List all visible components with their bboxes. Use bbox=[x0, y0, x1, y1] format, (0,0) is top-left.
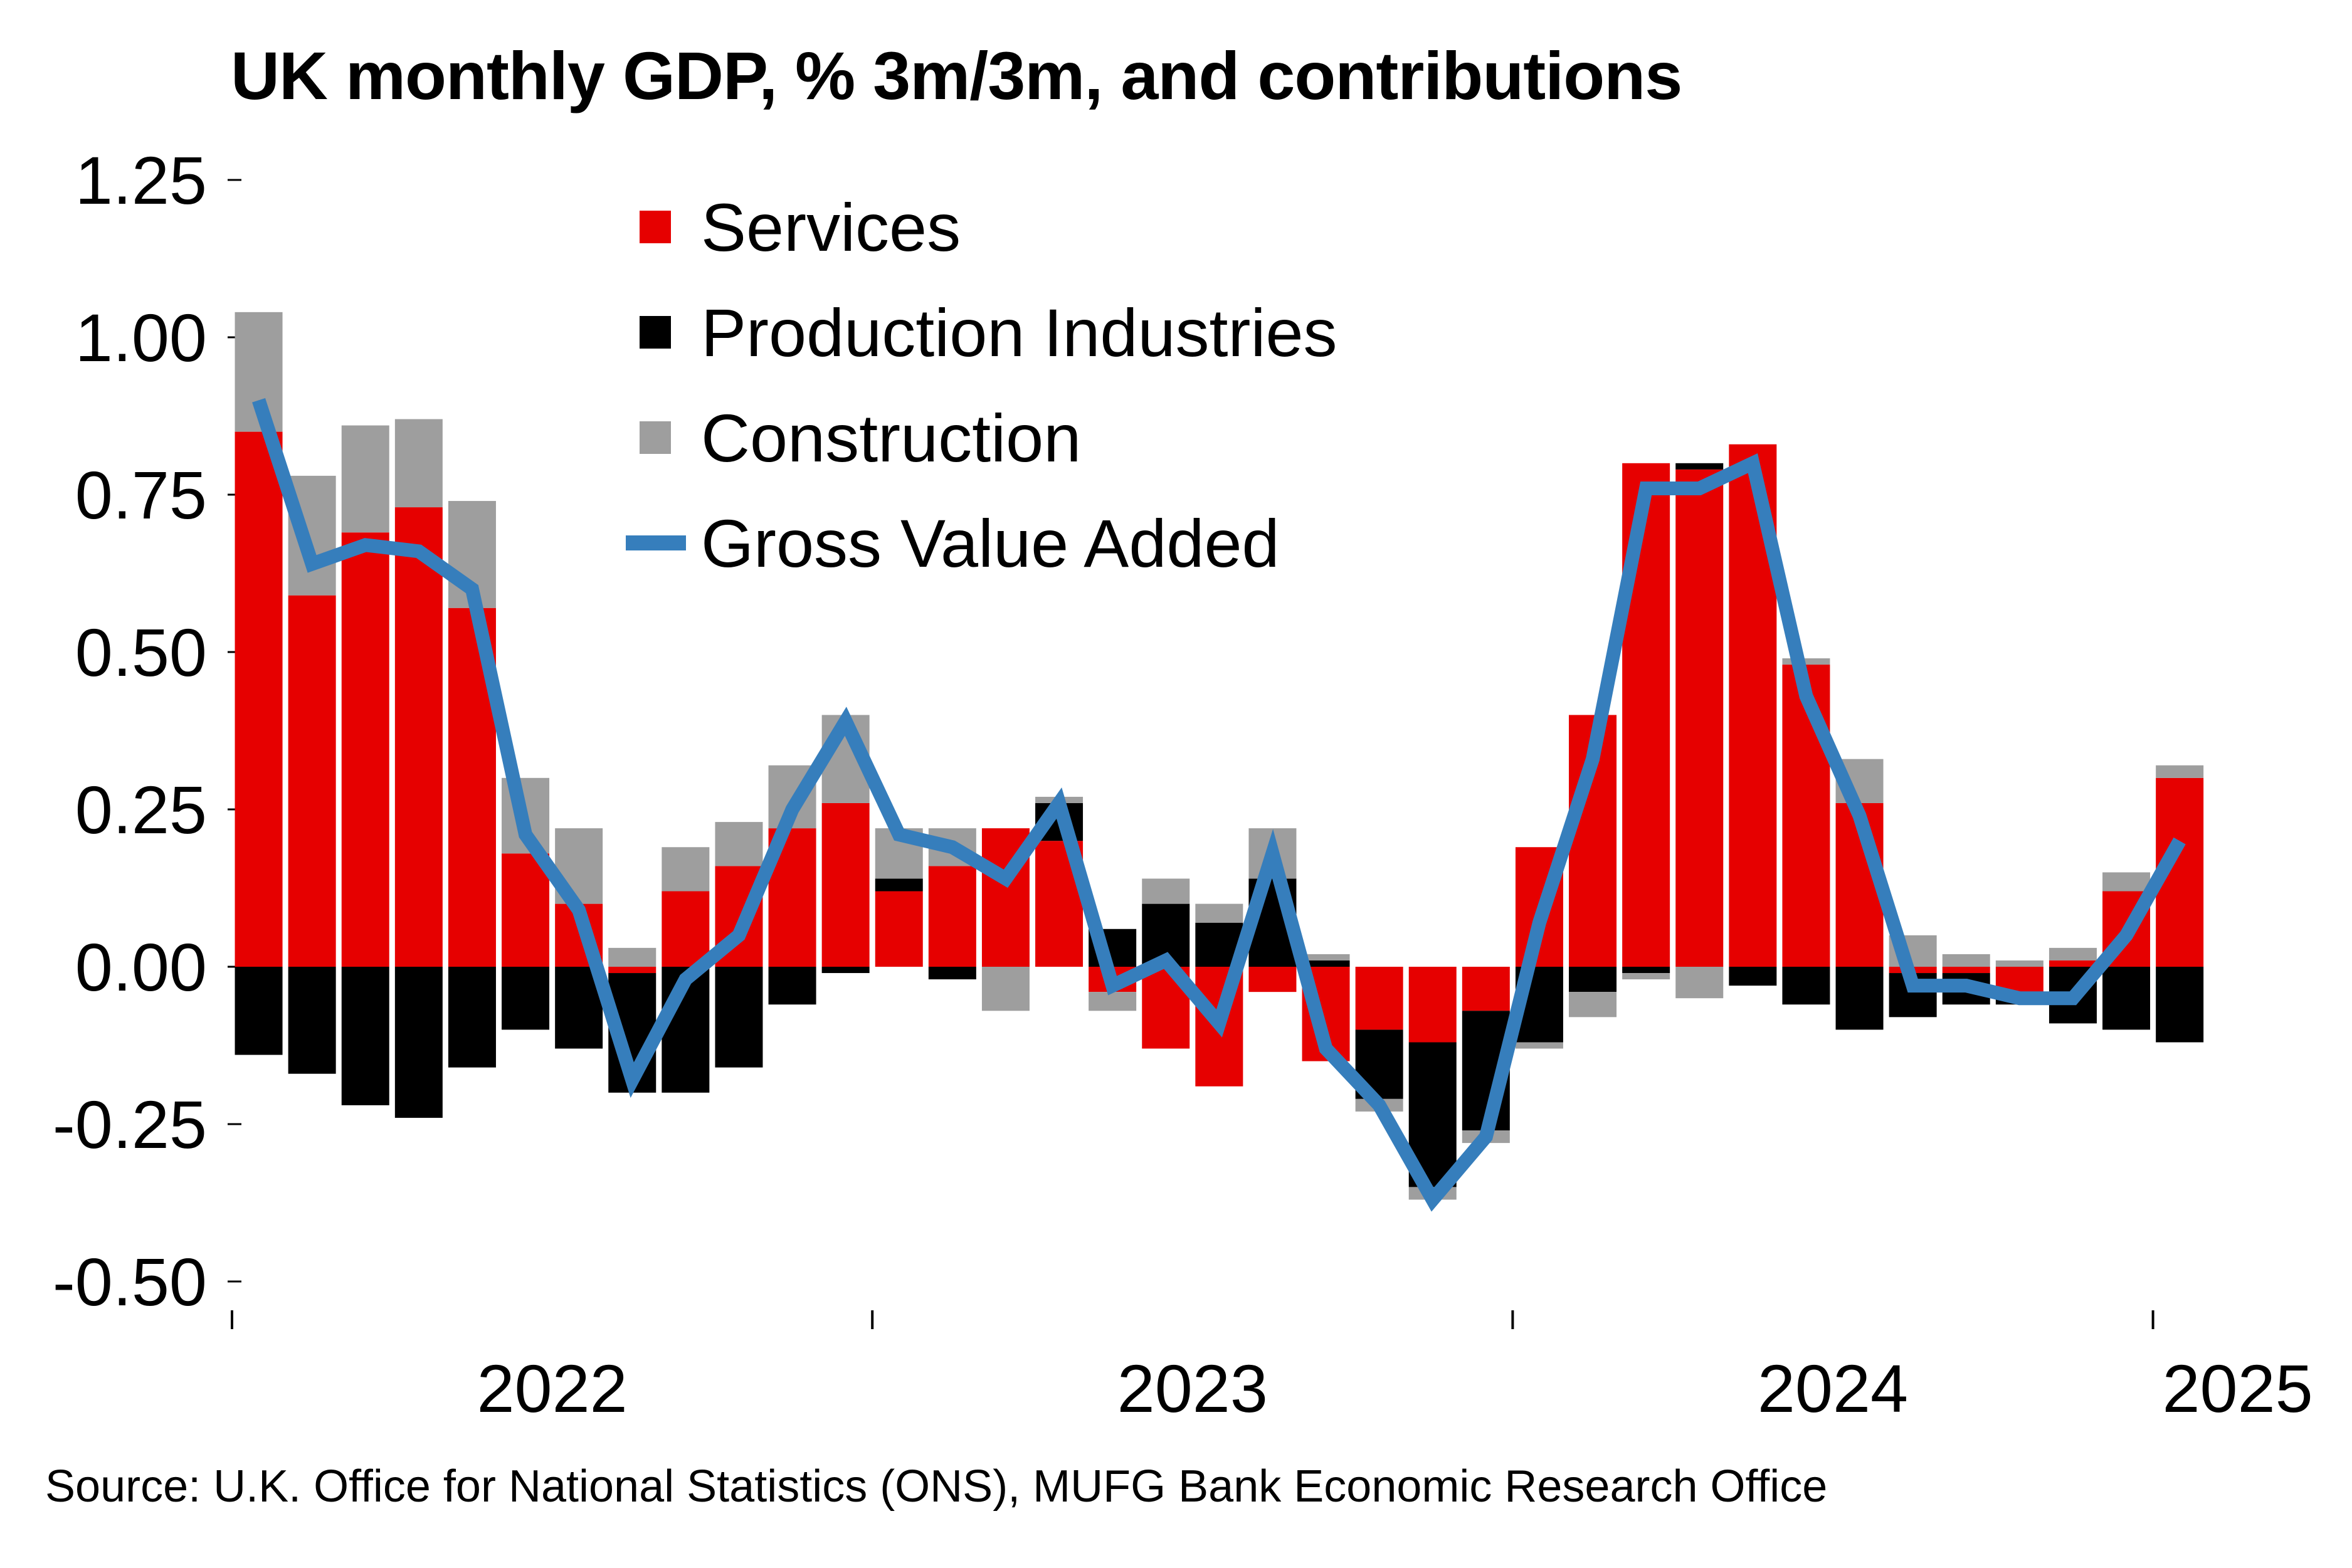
bars-group bbox=[235, 312, 2204, 1200]
y-tick-label: 1.25 bbox=[75, 142, 207, 218]
bar-services bbox=[2049, 960, 2097, 967]
bar-services bbox=[502, 853, 550, 967]
bar-production bbox=[1622, 967, 1670, 974]
bar-construction bbox=[608, 947, 657, 967]
gva-line-group bbox=[252, 397, 2186, 1212]
y-tick-label: 0.50 bbox=[75, 614, 207, 690]
legend: Services Production Industries Constructio… bbox=[626, 189, 1337, 581]
bar-services bbox=[662, 891, 710, 967]
bar-production bbox=[235, 967, 283, 1055]
bar-services bbox=[1248, 967, 1297, 992]
bar-construction bbox=[1622, 973, 1670, 980]
bar-construction bbox=[1942, 954, 1990, 967]
legend-swatch-services bbox=[640, 211, 671, 243]
bar-production bbox=[768, 967, 816, 1005]
legend-label: Construction bbox=[701, 400, 1081, 476]
bar-construction bbox=[1675, 967, 1724, 999]
y-axis: 1.25 1.00 0.75 0.50 0.25 0.00 -0.25 -0.50 bbox=[53, 142, 241, 1320]
x-axis: 2022 2023 2024 2025 bbox=[231, 1310, 2313, 1426]
bar-production bbox=[821, 967, 870, 974]
bar-construction bbox=[1995, 960, 2043, 967]
bar-production bbox=[394, 967, 443, 1118]
legend-label: Services bbox=[701, 189, 961, 265]
bar-construction bbox=[394, 419, 443, 508]
legend-label: Production Industries bbox=[701, 295, 1337, 371]
bar-services bbox=[235, 431, 283, 967]
bar-construction bbox=[2156, 765, 2204, 778]
bar-production bbox=[1729, 967, 1777, 986]
bar-construction bbox=[1515, 1042, 1563, 1049]
y-tick-label: 0.75 bbox=[75, 457, 207, 533]
bar-services bbox=[1462, 967, 1510, 1011]
bar-construction bbox=[1569, 992, 1617, 1018]
y-tick-label: -0.50 bbox=[53, 1244, 207, 1320]
bar-production bbox=[1835, 967, 1884, 1030]
legend-label: Gross Value Added bbox=[701, 505, 1280, 581]
bar-services bbox=[875, 891, 923, 967]
source-note: Source: U.K. Office for National Statist… bbox=[45, 1461, 1828, 1512]
bar-production bbox=[715, 967, 763, 1068]
bar-production bbox=[1675, 463, 1724, 470]
x-tick-label: 2022 bbox=[477, 1350, 627, 1426]
bar-construction bbox=[341, 425, 389, 533]
bar-construction bbox=[1302, 954, 1350, 960]
y-tick-label: 0.25 bbox=[75, 772, 207, 848]
bar-services bbox=[1942, 967, 1990, 974]
bar-production bbox=[341, 967, 389, 1105]
bar-production bbox=[928, 967, 976, 980]
bar-production bbox=[875, 878, 923, 892]
bar-construction bbox=[2049, 947, 2097, 960]
bar-construction bbox=[662, 847, 710, 892]
bar-production bbox=[1302, 960, 1350, 967]
bar-construction bbox=[1195, 903, 1243, 923]
legend-swatch-production bbox=[640, 316, 671, 349]
bar-services bbox=[1408, 967, 1457, 1043]
bar-production bbox=[502, 967, 550, 1030]
y-tick-label: 1.00 bbox=[75, 300, 207, 376]
bar-services bbox=[288, 595, 336, 967]
legend-swatch-gva bbox=[626, 535, 686, 550]
bar-production bbox=[1782, 967, 1830, 1005]
x-tick-label: 2023 bbox=[1117, 1350, 1268, 1426]
x-tick-label: 2025 bbox=[2162, 1350, 2312, 1426]
bar-services bbox=[394, 507, 443, 967]
y-tick-label: -0.25 bbox=[53, 1087, 207, 1162]
bar-services bbox=[608, 967, 657, 974]
bar-construction bbox=[1782, 658, 1830, 665]
bar-production bbox=[288, 967, 336, 1074]
bar-construction bbox=[981, 967, 1030, 1011]
legend-swatch-construction bbox=[640, 421, 671, 454]
bar-construction bbox=[715, 822, 763, 866]
bar-production bbox=[1569, 967, 1617, 992]
bar-services bbox=[341, 532, 389, 967]
bar-production bbox=[2102, 967, 2151, 1030]
bar-services bbox=[1355, 967, 1403, 1030]
bar-production bbox=[2156, 967, 2204, 1043]
y-tick-label: 0.00 bbox=[75, 929, 207, 1005]
bar-services bbox=[1675, 469, 1724, 967]
chart-title: UK monthly GDP, % 3m/3m, and contributio… bbox=[231, 38, 1682, 113]
bar-construction bbox=[2102, 872, 2151, 892]
bar-construction bbox=[1089, 992, 1137, 1011]
bar-construction bbox=[1142, 878, 1190, 904]
bar-services bbox=[928, 866, 976, 967]
bar-production bbox=[448, 967, 496, 1068]
x-tick-label: 2024 bbox=[1758, 1350, 1908, 1426]
bar-services bbox=[821, 802, 870, 967]
